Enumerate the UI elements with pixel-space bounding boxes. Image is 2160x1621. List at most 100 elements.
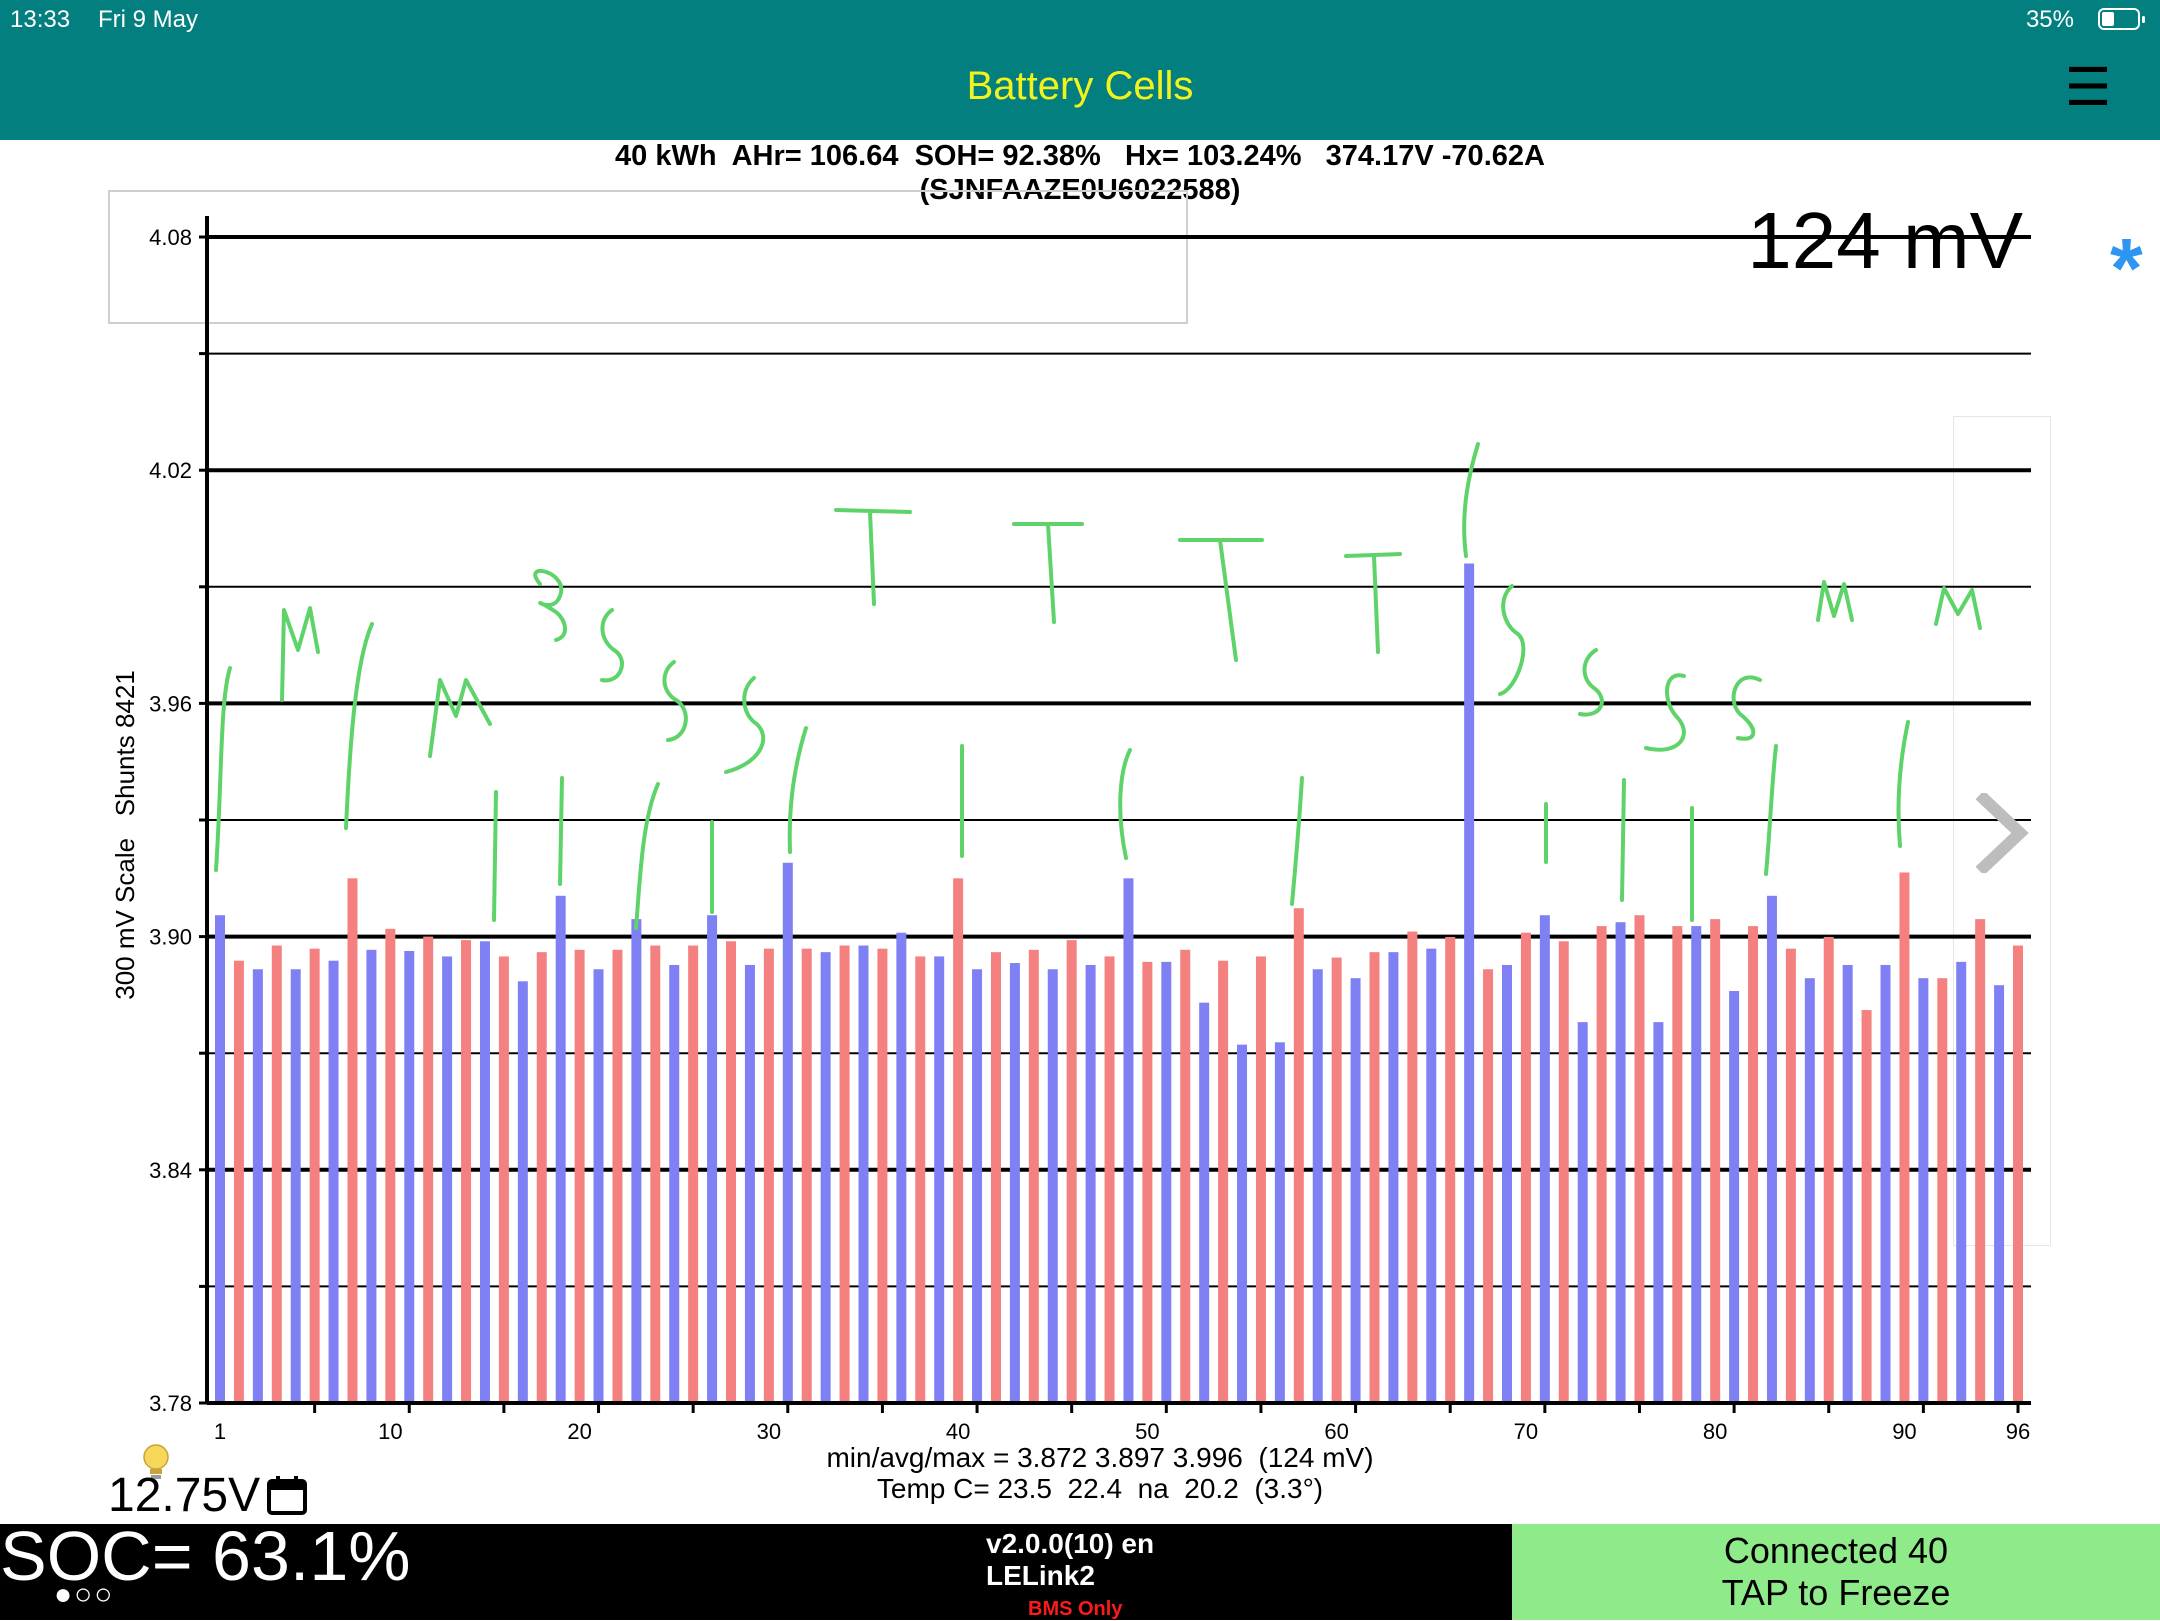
y-tick-label: 3.96: [149, 691, 192, 716]
asterisk-icon[interactable]: *: [2110, 221, 2143, 315]
page-title: Battery Cells: [966, 64, 1194, 108]
y-tick-label: 3.90: [149, 925, 192, 950]
cell-bar: [1918, 978, 1929, 1403]
cell-bar: [1861, 1010, 1872, 1403]
cell-bar: [858, 945, 869, 1403]
cell-bar: [1483, 969, 1494, 1403]
cell-bar: [1994, 985, 2005, 1403]
cell-bar: [688, 945, 699, 1403]
hamburger-icon[interactable]: ☰: [2064, 59, 2112, 117]
battery-fill: [2102, 12, 2114, 26]
x-tick-label: 80: [1703, 1419, 1727, 1444]
footer-status: [0, 1524, 1512, 1620]
cell-bar: [442, 956, 453, 1403]
connection-button[interactable]: Connected 40 TAP to Freeze: [1512, 1524, 2160, 1620]
cell-bar: [1899, 872, 1910, 1403]
chevron-right-icon[interactable]: [1972, 793, 2032, 873]
cell-bar: [669, 964, 680, 1403]
aux-battery-voltage: 12.75V: [108, 1469, 261, 1522]
soc-text: SOC= 63.1%: [0, 1517, 411, 1595]
lightbulb-icon[interactable]: [138, 1442, 174, 1484]
cell-bar: [347, 878, 358, 1403]
cell-voltage-chart: 4.08 4.02 3.96 3.90 3.84 3.78 1 10 20 30 40 50 60 70 8…: [110, 216, 2031, 1444]
status-time: 13:33: [10, 6, 71, 33]
y-axis-label: 300 mV Scale Shunts 8421: [110, 670, 140, 1000]
cell-bar: [1445, 936, 1456, 1403]
cell-bar: [1407, 931, 1418, 1403]
cell-bar: [1142, 961, 1153, 1403]
cell-bar: [1085, 964, 1096, 1403]
calendar-icon[interactable]: [266, 1474, 308, 1516]
cell-bar: [1634, 915, 1645, 1403]
cell-bar: [479, 941, 490, 1403]
overlay-box: [108, 190, 1188, 324]
cell-bar: [990, 952, 1001, 1403]
cell-bar: [1520, 932, 1531, 1403]
voltage-spread: 124 mV: [1747, 196, 2023, 285]
cell-bar: [1539, 915, 1550, 1403]
cell-bar: [215, 915, 225, 1403]
x-tick-label: 30: [757, 1419, 781, 1444]
cell-bar: [252, 969, 263, 1403]
cell-bar: [1180, 949, 1191, 1403]
cell-bar: [1596, 926, 1607, 1403]
cell-bar: [650, 945, 661, 1403]
status-date: Fri 9 May: [98, 6, 199, 33]
temperature-text: Temp C= 23.5 22.4 na 20.2 (3.3°): [876, 1473, 1324, 1504]
cell-bar: [574, 949, 585, 1403]
x-tick-label: 40: [946, 1419, 970, 1444]
cell-bar: [707, 915, 718, 1403]
cell-bar: [1331, 957, 1342, 1403]
cell-bar: [839, 945, 850, 1403]
cell-bar: [820, 952, 831, 1403]
cell-bar: [1350, 978, 1361, 1403]
cell-bar: [1293, 908, 1304, 1403]
cell-bar: [233, 960, 244, 1403]
cell-bar: [877, 948, 888, 1403]
cell-bar: [423, 936, 434, 1403]
cell-bar: [972, 969, 983, 1403]
cell-bar: [1009, 963, 1020, 1403]
cell-bar: [1691, 926, 1702, 1403]
cell-bar: [404, 950, 415, 1403]
page-indicator[interactable]: ●○○: [54, 1578, 115, 1611]
cell-bar: [1104, 956, 1115, 1403]
cell-bar: [1255, 956, 1266, 1403]
cell-bar: [1653, 1022, 1664, 1403]
cell-bar: [366, 949, 377, 1403]
handwritten-annotations: [214, 442, 1982, 930]
x-tick-label: 96: [2006, 1419, 2030, 1444]
battery-percent: 35%: [2025, 6, 2074, 33]
cell-bar: [801, 948, 812, 1403]
cell-bar: [1369, 952, 1380, 1403]
tap-to-freeze-label: TAP to Freeze: [1721, 1572, 1951, 1613]
x-tick-label: 70: [1514, 1419, 1538, 1444]
cell-bar: [1577, 1022, 1588, 1403]
cell-bar: [1785, 948, 1796, 1403]
x-tick-label: 50: [1135, 1419, 1159, 1444]
x-tick-label: 90: [1892, 1419, 1916, 1444]
status-bar: 13:33 Fri 9 May 35%: [0, 0, 2160, 40]
cell-bar: [517, 981, 528, 1403]
cell-bar: [1880, 964, 1891, 1403]
cell-bar: [782, 862, 793, 1403]
x-tick-label: 10: [378, 1419, 402, 1444]
cell-bar: [1975, 919, 1986, 1403]
cell-bar: [1312, 969, 1323, 1403]
y-tick-label: 4.02: [149, 458, 192, 483]
cell-bar: [1426, 948, 1437, 1403]
x-tick-label: 60: [1324, 1419, 1348, 1444]
battery-icon: [2098, 8, 2145, 30]
cell-bar: [1199, 1002, 1210, 1403]
cell-bar: [1842, 964, 1853, 1403]
cell-bar: [763, 948, 774, 1403]
cell-bar: [1748, 926, 1759, 1403]
cell-bar: [309, 948, 320, 1403]
cell-bar: [1804, 978, 1815, 1403]
cell-bar: [536, 952, 547, 1403]
cell-bar: [555, 895, 566, 1403]
version-text: v2.0.0(10) en: [986, 1528, 1155, 1559]
mode-label: BMS Only: [1028, 1598, 1123, 1620]
cell-bar: [1558, 941, 1569, 1403]
cell-bar: [744, 964, 755, 1403]
